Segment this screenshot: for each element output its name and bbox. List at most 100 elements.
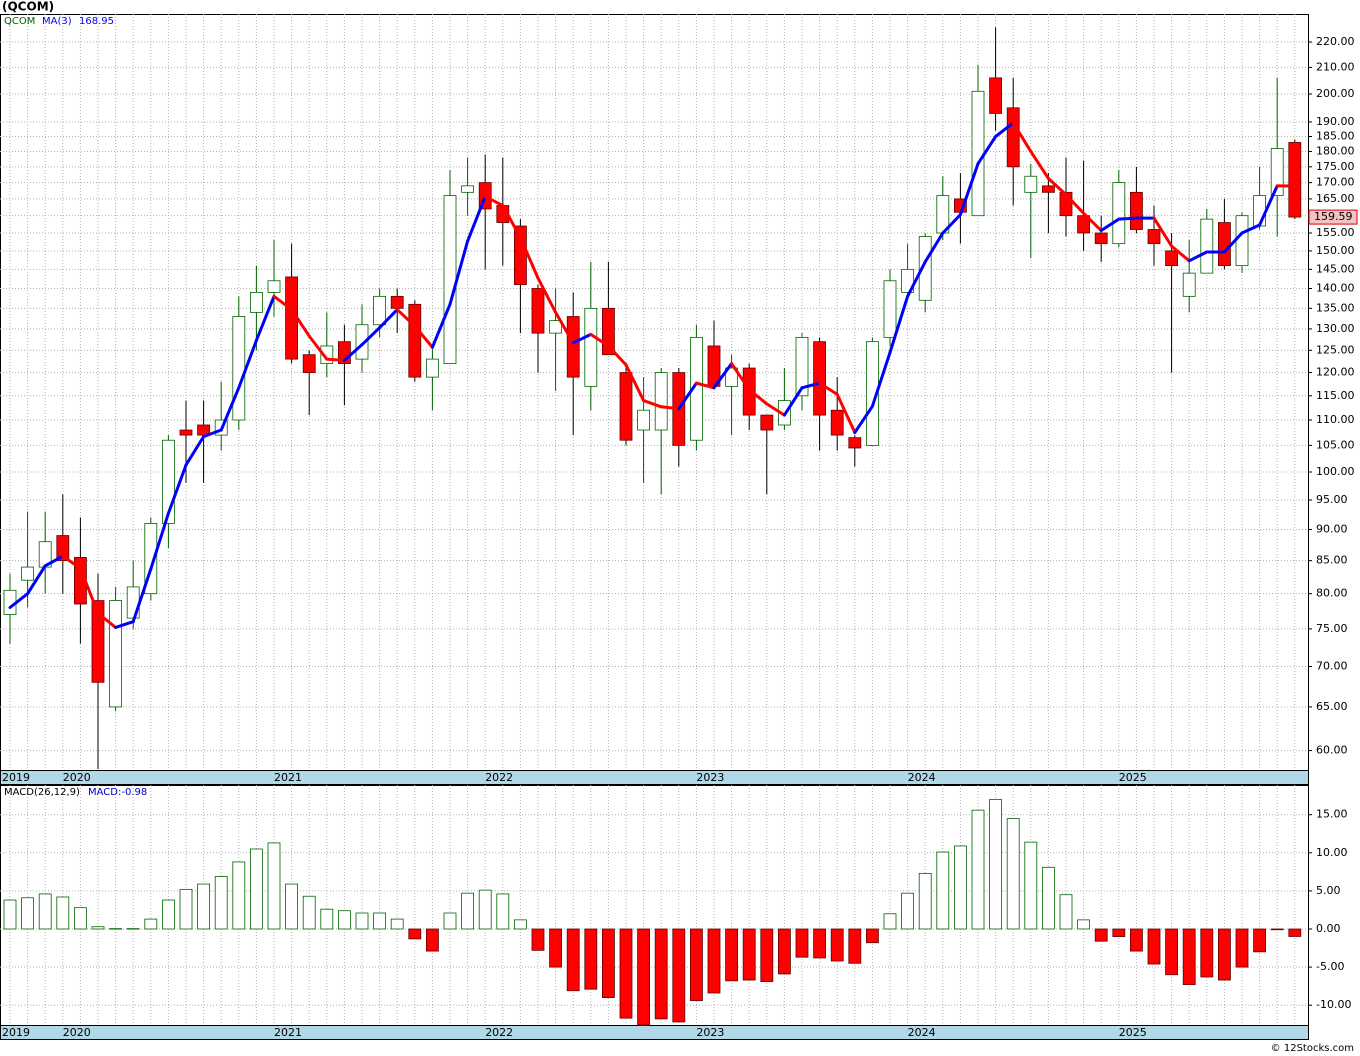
macd-bar xyxy=(549,928,562,968)
ma-segment xyxy=(149,511,170,571)
y-tick-label: 70.00 xyxy=(1316,660,1348,673)
y-tick-label: 140.00 xyxy=(1316,282,1355,295)
macd-bar xyxy=(848,928,862,964)
ma-segment xyxy=(166,463,188,515)
ma-segment xyxy=(571,332,593,345)
macd-bar xyxy=(989,799,1002,930)
ma-segment xyxy=(906,260,927,298)
macd-bar xyxy=(1200,928,1214,978)
ma-segment xyxy=(1029,149,1050,180)
ma-segment xyxy=(1011,121,1033,153)
candle-body xyxy=(408,303,422,378)
candle-body xyxy=(302,354,316,373)
macd-bar xyxy=(144,918,158,930)
candle-body xyxy=(830,409,844,436)
y-tick-label: 150.00 xyxy=(1316,244,1355,257)
macd-bar xyxy=(954,845,967,930)
ma-segment xyxy=(254,294,276,342)
ma-segment xyxy=(712,362,734,390)
ma-segment xyxy=(8,592,30,609)
candle-body xyxy=(1165,250,1178,267)
ma-segment xyxy=(730,362,751,392)
y-tick-label: 200.00 xyxy=(1316,87,1355,100)
ma-segment xyxy=(1082,211,1103,233)
x-axis-band xyxy=(0,770,1309,785)
y-tick-label: 60.00 xyxy=(1316,744,1348,757)
y-tick-label: 185.00 xyxy=(1316,130,1355,143)
y-tick-label: 110.00 xyxy=(1316,413,1355,426)
macd-bar xyxy=(109,928,122,930)
macd-bar xyxy=(1042,866,1055,930)
ma-segment xyxy=(395,308,417,328)
macd-bar xyxy=(1006,818,1020,930)
ma-segment xyxy=(1152,216,1174,248)
ma-segment xyxy=(994,121,1015,139)
macd-bar xyxy=(197,883,211,930)
ma-segment xyxy=(237,338,258,390)
y-tick-label: 65.00 xyxy=(1316,700,1348,713)
macd-bar xyxy=(126,928,140,930)
ma-segment xyxy=(1170,244,1191,263)
macd-bar xyxy=(672,928,686,1023)
ma-segment xyxy=(642,399,663,409)
candle-body xyxy=(267,280,281,293)
x-tick-label: 2023 xyxy=(696,1026,724,1039)
macd-bar xyxy=(795,928,809,958)
macd-bar xyxy=(1147,928,1161,965)
y-tick-label: 80.00 xyxy=(1316,587,1348,600)
ma-segment xyxy=(536,276,558,314)
macd-bar xyxy=(179,888,193,930)
y-tick-label: 0.00 xyxy=(1316,922,1341,935)
candle-body xyxy=(866,341,879,446)
last-price-box xyxy=(1308,209,1358,225)
ma-segment xyxy=(624,363,646,403)
ma-segment xyxy=(26,564,47,596)
candle-body xyxy=(443,195,457,364)
candle-body xyxy=(1235,215,1249,267)
y-tick-label: 210.00 xyxy=(1316,60,1355,73)
macd-bar xyxy=(91,926,105,930)
ma-segment xyxy=(747,388,769,406)
macd-bar xyxy=(602,928,615,998)
ma-segment xyxy=(430,302,452,349)
ma-segment xyxy=(307,334,329,361)
macd-bar xyxy=(337,910,351,930)
x-tick-label: 2019 xyxy=(2,1026,30,1039)
macd-bar xyxy=(883,913,897,930)
x-tick-label: 2022 xyxy=(485,1026,513,1039)
candle-body xyxy=(1182,272,1196,297)
macd-bar xyxy=(408,928,422,940)
last-price-label: 159.59 xyxy=(1314,210,1353,223)
macd-bar xyxy=(1130,928,1143,952)
y-tick-label: 125.00 xyxy=(1316,343,1355,356)
candle-body xyxy=(1024,175,1038,193)
macd-bar xyxy=(1094,928,1108,942)
macd-bar xyxy=(478,889,492,930)
candle-body xyxy=(1077,215,1090,234)
ma-segment xyxy=(694,381,716,390)
macd-bar xyxy=(214,876,228,930)
ma-segment xyxy=(342,343,364,362)
macd-bar xyxy=(74,907,87,930)
legend-ma-name: MA(3) xyxy=(42,16,72,27)
macd-bar xyxy=(56,896,70,930)
candle-body xyxy=(1288,142,1302,218)
legend-symbol: QCOM xyxy=(4,16,35,27)
candle-body xyxy=(355,324,369,360)
candle-body xyxy=(249,292,263,313)
macd-bar xyxy=(1165,928,1178,976)
macd-bar xyxy=(707,928,721,994)
ma-segment xyxy=(800,381,822,390)
candle-body xyxy=(619,372,633,441)
macd-bar xyxy=(1077,919,1090,930)
macd-bar xyxy=(249,848,263,930)
macd-bar xyxy=(1112,928,1126,938)
ma-segment xyxy=(184,435,206,467)
macd-bar xyxy=(901,892,914,930)
ma-segment xyxy=(677,381,698,411)
candle-body xyxy=(566,316,580,378)
ma-segment xyxy=(782,386,804,417)
macd-bar xyxy=(742,928,756,981)
y-tick-label: 165.00 xyxy=(1316,192,1355,205)
